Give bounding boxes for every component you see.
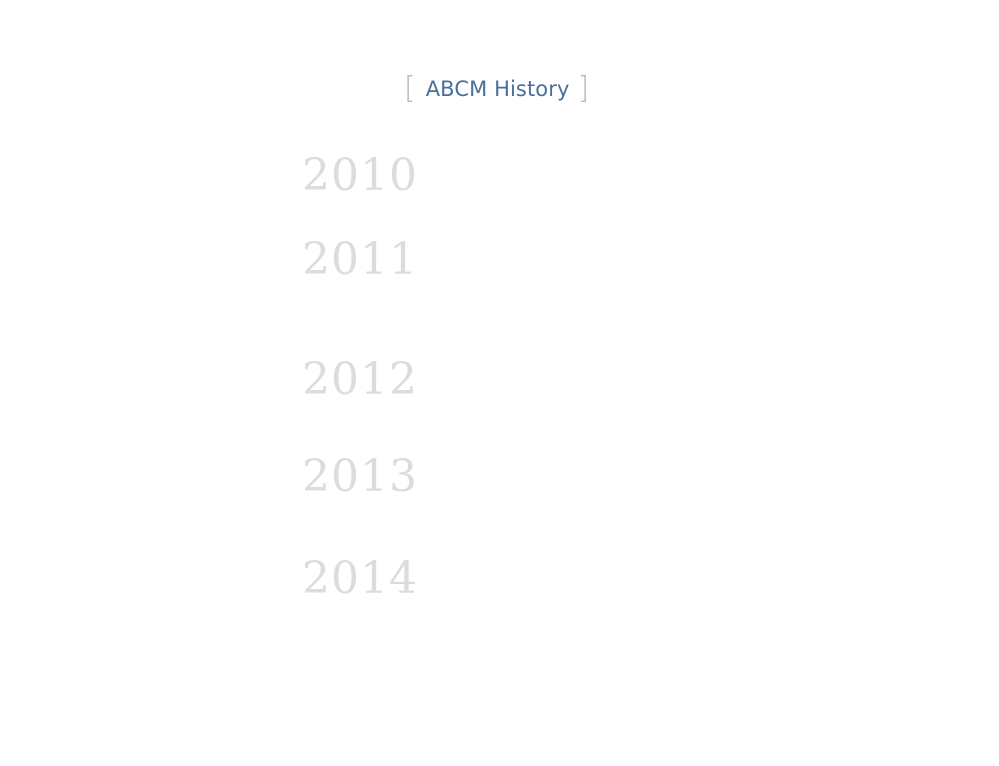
timeline-year-2014: 2014 — [302, 553, 418, 604]
timeline-year-2012: 2012 — [302, 354, 418, 405]
page-header: [ ABCM History ] — [404, 72, 589, 106]
timeline-year-2011: 2011 — [302, 234, 418, 285]
timeline-year-2013: 2013 — [302, 451, 418, 502]
page-title: ABCM History — [425, 77, 570, 101]
bracket-close-decoration: ] — [577, 71, 590, 106]
timeline-year-2010: 2010 — [302, 150, 418, 201]
bracket-open-decoration: [ — [404, 71, 416, 106]
